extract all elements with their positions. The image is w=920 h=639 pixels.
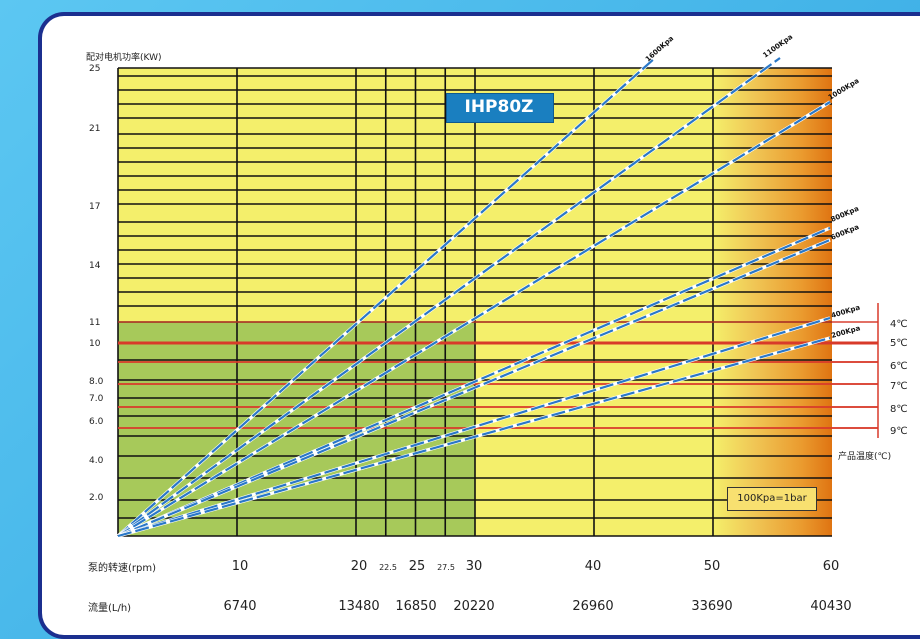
temperature-label: 5℃ bbox=[890, 338, 908, 349]
y-tick-label: 14 bbox=[89, 261, 101, 271]
rpm-value: 22.5 bbox=[379, 563, 397, 572]
flow-value: 33690 bbox=[691, 599, 732, 614]
pressure-curve bbox=[117, 238, 831, 538]
temperature-label: 4℃ bbox=[890, 319, 908, 330]
pressure-curve bbox=[117, 336, 831, 538]
y-tick-label: 21 bbox=[89, 124, 100, 134]
y-tick-label: 17 bbox=[89, 202, 100, 212]
flow-row-label: 流量(L/h) bbox=[88, 603, 132, 614]
temperature-label: 9℃ bbox=[890, 426, 908, 437]
y-tick-label: 4.0 bbox=[89, 456, 104, 466]
rpm-value: 25 bbox=[409, 559, 426, 574]
rpm-value: 30 bbox=[466, 559, 483, 574]
y-tick-label: 11 bbox=[89, 318, 100, 328]
rpm-value: 10 bbox=[232, 559, 249, 574]
flow-value: 6740 bbox=[223, 599, 256, 614]
y-axis-label: 配对电机功率(KW) bbox=[86, 53, 162, 63]
chart-title: IHP80Z bbox=[464, 97, 534, 117]
pressure-curve bbox=[117, 226, 831, 538]
rpm-value: 40 bbox=[585, 559, 602, 574]
y-tick-label: 6.0 bbox=[89, 417, 104, 427]
rpm-value: 27.5 bbox=[437, 563, 455, 572]
temperature-label: 6℃ bbox=[890, 361, 908, 372]
rpm-value: 60 bbox=[823, 559, 840, 574]
pressure-curve bbox=[117, 57, 781, 537]
y-tick-label: 25 bbox=[89, 64, 100, 74]
y-tick-label: 2.0 bbox=[89, 493, 104, 503]
flow-value: 26960 bbox=[572, 599, 613, 614]
temperature-axis-label: 产品温度(℃) bbox=[838, 452, 892, 462]
pressure-curve-label: 600Kpa bbox=[830, 223, 861, 242]
flow-value: 20220 bbox=[453, 599, 494, 614]
y-tick-label: 7.0 bbox=[89, 394, 104, 404]
rpm-value: 20 bbox=[351, 559, 368, 574]
flow-value: 13480 bbox=[338, 599, 379, 614]
pressure-curve-label: 1600Kpa bbox=[644, 34, 675, 63]
rpm-row-label: 泵的转速(rpm) bbox=[88, 563, 157, 574]
pressure-curve bbox=[117, 316, 831, 538]
pressure-curve-label: 200Kpa bbox=[830, 324, 861, 340]
chart-title-box bbox=[446, 93, 554, 123]
note-box: 100Kpa=1bar bbox=[727, 487, 817, 511]
flow-value: 16850 bbox=[395, 599, 436, 614]
pressure-curve bbox=[117, 57, 656, 537]
y-tick-label: 10 bbox=[89, 339, 101, 349]
orange-region bbox=[713, 68, 832, 536]
rpm-value: 50 bbox=[704, 559, 721, 574]
temperature-label: 7℃ bbox=[890, 381, 908, 392]
pressure-curve bbox=[117, 101, 831, 537]
flow-value: 40430 bbox=[810, 599, 851, 614]
pressure-curve-label: 800Kpa bbox=[830, 205, 861, 224]
temperature-label: 8℃ bbox=[890, 404, 908, 415]
pressure-curve-label: 400Kpa bbox=[830, 303, 861, 319]
pressure-curve-label: 1100Kpa bbox=[761, 33, 794, 60]
y-tick-label: 8.0 bbox=[89, 377, 104, 387]
